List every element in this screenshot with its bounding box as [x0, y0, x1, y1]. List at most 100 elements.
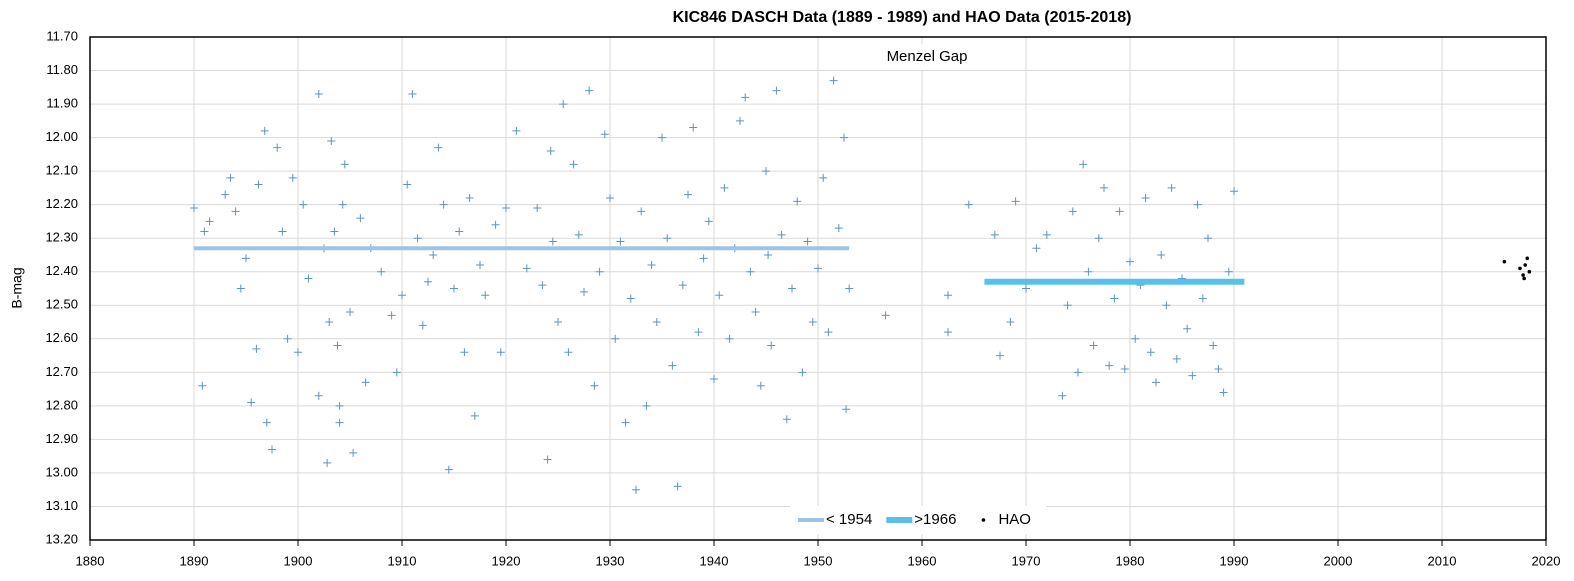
data-point	[512, 126, 521, 135]
y-tick-label: 11.70	[46, 28, 78, 43]
data-point	[439, 200, 448, 209]
data-point	[632, 485, 640, 494]
data-point	[1126, 257, 1134, 266]
data-point	[429, 250, 438, 259]
data-point	[1100, 183, 1108, 192]
data-point	[1011, 197, 1020, 206]
data-point	[689, 123, 698, 132]
data-point	[1523, 263, 1527, 267]
data-point	[616, 237, 625, 246]
data-point	[491, 220, 500, 229]
data-point	[1084, 267, 1093, 276]
data-point	[273, 143, 282, 152]
data-point	[387, 311, 396, 320]
x-tick-label: 2020	[1532, 553, 1561, 568]
annotation-bg	[872, 44, 994, 70]
x-tick-label: 1940	[700, 553, 729, 568]
y-tick-label: 13.00	[45, 464, 78, 479]
data-point	[694, 328, 703, 337]
data-point	[710, 375, 718, 384]
data-point	[254, 180, 263, 189]
data-point	[1152, 378, 1160, 387]
data-point	[236, 284, 245, 293]
data-point	[580, 287, 588, 296]
data-point	[590, 381, 599, 390]
data-point	[231, 207, 240, 216]
annotation: Menzel Gap	[887, 48, 968, 65]
y-tick-label: 12.00	[45, 129, 78, 144]
data-point	[1022, 284, 1030, 293]
data-point	[252, 344, 261, 353]
data-point	[198, 381, 207, 390]
data-point	[1167, 183, 1176, 192]
data-point	[1525, 256, 1530, 261]
data-point	[944, 291, 952, 300]
legend-swatch	[981, 518, 986, 522]
data-point	[990, 230, 999, 239]
data-point	[652, 318, 661, 327]
data-point	[637, 207, 646, 216]
data-point	[444, 465, 453, 474]
data-point	[346, 307, 354, 316]
x-tick-label: 2000	[1324, 553, 1353, 568]
data-point	[288, 173, 297, 182]
data-point	[476, 261, 484, 270]
data-point	[268, 445, 276, 454]
data-point	[1063, 301, 1072, 310]
y-tick-label: 12.40	[45, 263, 78, 278]
data-point	[751, 307, 760, 316]
data-point	[278, 227, 287, 236]
data-point	[600, 130, 609, 139]
y-tick-label: 12.20	[45, 196, 78, 211]
data-point	[699, 254, 708, 263]
data-point	[424, 277, 432, 286]
data-point	[720, 183, 729, 192]
data-point	[881, 311, 890, 320]
data-point	[299, 200, 308, 209]
data-point	[361, 378, 370, 387]
data-point	[626, 294, 635, 303]
data-point	[554, 318, 562, 327]
data-point	[1214, 364, 1223, 373]
data-point	[808, 318, 817, 327]
data-point	[944, 328, 952, 337]
data-point	[455, 227, 464, 236]
data-point	[819, 173, 828, 182]
data-point	[1068, 207, 1077, 216]
x-tick-label: 2010	[1428, 553, 1457, 568]
data-point	[777, 230, 786, 239]
legend-bg	[790, 506, 1046, 534]
data-point	[1183, 324, 1192, 333]
data-point	[1115, 207, 1124, 216]
y-tick-label: 13.10	[45, 498, 78, 513]
data-point	[736, 116, 744, 125]
data-point	[1006, 318, 1015, 327]
data-point	[465, 193, 474, 202]
data-point	[1079, 160, 1088, 169]
data-point	[564, 348, 573, 357]
data-point	[450, 284, 458, 293]
data-point	[247, 398, 256, 407]
data-point	[338, 200, 347, 209]
data-point	[756, 381, 765, 390]
data-point	[408, 90, 417, 99]
y-tick-label: 12.50	[45, 297, 78, 312]
data-point	[1518, 266, 1522, 271]
x-tick-label: 1990	[1220, 553, 1249, 568]
data-point	[333, 341, 342, 350]
data-point	[621, 418, 630, 427]
x-tick-label: 1930	[596, 553, 625, 568]
data-point	[1209, 341, 1218, 350]
data-point	[325, 318, 334, 327]
data-point	[1162, 301, 1171, 310]
data-point	[1204, 234, 1212, 243]
data-point	[548, 237, 557, 246]
data-point	[1032, 244, 1041, 253]
data-point	[340, 160, 349, 169]
y-tick-label: 11.90	[46, 96, 78, 111]
data-point	[418, 321, 427, 330]
data-point	[434, 143, 443, 152]
data-point	[349, 448, 358, 457]
